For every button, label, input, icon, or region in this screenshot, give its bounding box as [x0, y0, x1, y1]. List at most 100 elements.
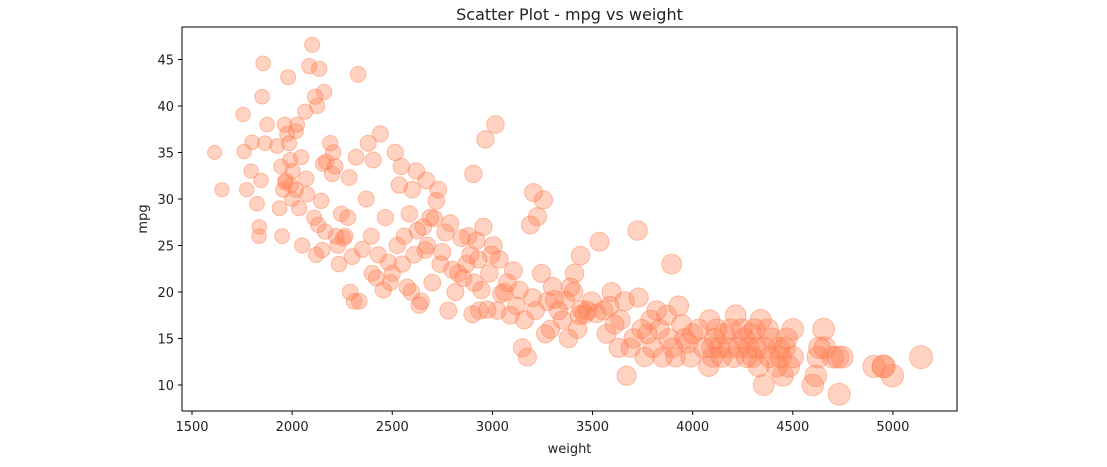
data-point: [501, 305, 520, 325]
data-point: [504, 261, 523, 281]
data-point: [274, 228, 291, 245]
chart-title: Scatter Plot - mpg vs weight: [456, 5, 683, 24]
data-point: [257, 135, 273, 151]
data-point: [395, 227, 413, 245]
y-axis: 10 15 20 25 30 35 40 45: [157, 54, 182, 394]
data-point: [277, 174, 294, 191]
data-point: [542, 276, 563, 297]
data-point: [769, 346, 792, 369]
data-point: [452, 229, 471, 248]
data-point: [682, 323, 704, 345]
data-point: [563, 282, 584, 302]
data-point: [443, 260, 462, 279]
data-point: [465, 273, 484, 292]
data-point: [323, 165, 341, 183]
data-point: [431, 255, 450, 274]
data-point: [283, 177, 300, 194]
data-point: [251, 228, 267, 244]
data-point: [577, 300, 598, 321]
x-tick-label: 2000: [276, 420, 309, 435]
data-point: [574, 304, 595, 325]
data-point: [671, 314, 693, 335]
data-point: [765, 355, 788, 378]
data-point: [753, 336, 776, 359]
data-point: [374, 281, 392, 299]
data-point: [364, 151, 382, 169]
data-point: [593, 300, 614, 321]
data-point: [488, 301, 507, 320]
data-point: [709, 337, 731, 359]
data-point: [474, 217, 493, 237]
data-point: [334, 229, 352, 247]
data-point: [717, 337, 740, 359]
data-point: [749, 308, 772, 331]
data-point: [316, 83, 333, 101]
data-point: [280, 69, 297, 86]
data-point: [301, 58, 318, 75]
data-point: [414, 218, 433, 236]
data-point: [745, 336, 768, 359]
data-point: [531, 263, 552, 283]
data-point: [623, 328, 644, 349]
data-point: [416, 241, 435, 259]
data-point: [777, 355, 800, 378]
data-point: [371, 125, 389, 143]
data-point: [269, 138, 286, 154]
data-point: [537, 291, 558, 311]
data-point: [340, 169, 358, 187]
data-point: [492, 284, 511, 304]
data-point: [544, 289, 565, 310]
data-point: [276, 116, 293, 133]
data-point: [341, 283, 359, 301]
data-point: [446, 283, 465, 301]
data-point: [704, 327, 726, 350]
data-point: [317, 223, 334, 240]
data-point: [327, 227, 345, 245]
data-point: [570, 245, 591, 266]
data-point: [706, 318, 728, 340]
data-point: [773, 336, 796, 359]
data-point: [520, 215, 540, 235]
data-point: [665, 346, 686, 368]
data-point: [326, 158, 344, 175]
data-point: [827, 382, 851, 406]
data-point: [804, 364, 828, 388]
data-point: [427, 192, 446, 210]
data-point: [398, 278, 416, 296]
data-point: [463, 305, 482, 324]
data-point: [480, 264, 499, 283]
data-point: [693, 337, 715, 359]
y-tick-label: 25: [157, 239, 174, 254]
data-point: [359, 134, 377, 152]
data-point: [739, 322, 762, 345]
data-point: [469, 250, 488, 269]
data-point: [812, 317, 835, 341]
data-point: [282, 152, 299, 168]
data-point: [781, 345, 804, 369]
data-point: [507, 296, 526, 316]
data-point: [367, 269, 385, 287]
data-point: [279, 125, 296, 142]
data-point: [658, 328, 679, 349]
data-point: [363, 264, 381, 282]
data-point: [533, 190, 554, 210]
data-point: [909, 345, 933, 370]
data-point: [314, 241, 331, 259]
data-point: [322, 135, 339, 152]
data-point: [309, 97, 326, 115]
data-point: [711, 346, 733, 368]
data-point: [661, 253, 682, 275]
data-point: [880, 363, 905, 388]
data-point: [514, 310, 534, 330]
data-point: [311, 60, 328, 78]
data-point: [589, 231, 610, 252]
data-point: [381, 274, 399, 292]
data-point: [308, 246, 325, 264]
data-point: [560, 277, 581, 298]
data-point: [350, 292, 368, 310]
data-point: [273, 158, 290, 175]
x-tick-label: 2500: [376, 420, 409, 435]
data-point: [567, 319, 588, 340]
data-point: [871, 354, 895, 379]
data-point: [719, 318, 742, 341]
